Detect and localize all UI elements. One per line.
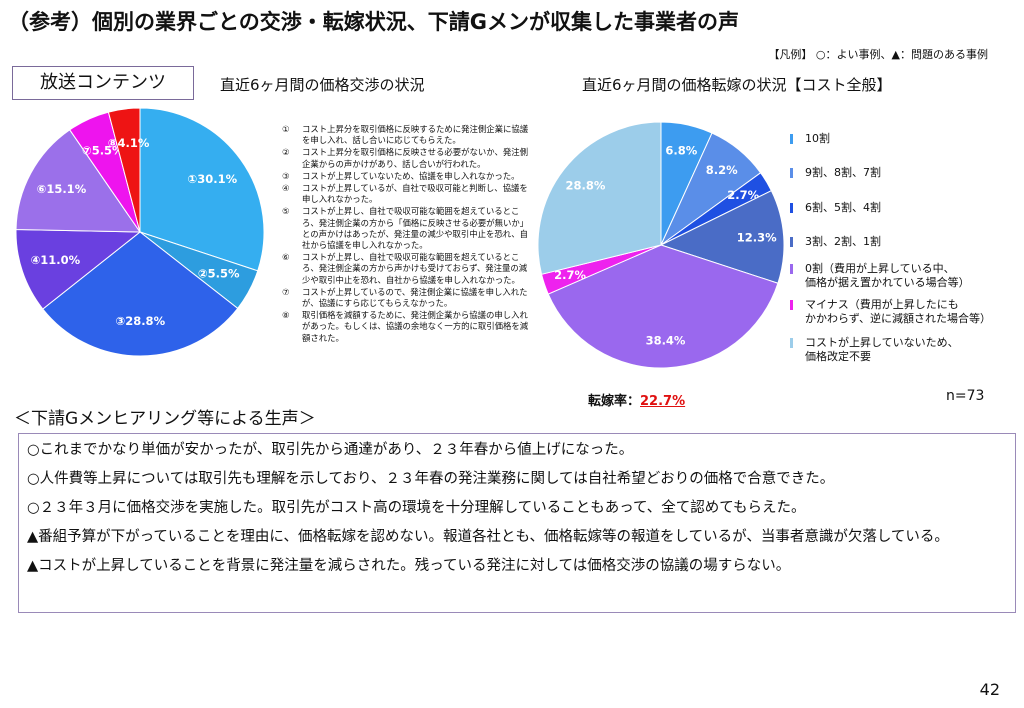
legend-swatch — [790, 264, 793, 274]
voices-box: ○これまでかなり単価が安かったが、取引先から通達があり、２３年春から値上げになっ… — [18, 433, 1016, 613]
legend-item: 6割、5割、4割 — [790, 201, 881, 215]
legend-swatch — [790, 338, 793, 348]
legend-label: マイナス（費用が上昇したにも かかわらず、逆に減額された場合等） — [805, 298, 992, 325]
slice-label: 28.8% — [566, 178, 606, 192]
option-text: コストが上昇し、自社で吸収可能な範囲を超えているところ、発注側企業の方から声かけ… — [302, 252, 528, 285]
voice: ○人件費等上昇については取引先も理解を示しており、２３年春の発注業務に関しては自… — [27, 471, 835, 487]
option-marker: ⑦ — [282, 286, 290, 297]
page-number: 42 — [979, 680, 1000, 699]
page-title: （参考）個別の業界ごとの交渉・転嫁状況、下請Gメンが収集した事業者の声 — [8, 10, 740, 34]
slice-label: ①30.1% — [188, 172, 238, 186]
legend-item: コストが上昇していないため、 価格改定不要 — [790, 336, 959, 364]
option-text: コストが上昇しているので、発注側企業に協議を申し入れたが、協議にすら応じてもらえ… — [302, 286, 528, 309]
legend-swatch — [790, 134, 793, 144]
legend-item: マイナス（費用が上昇したにも かかわらず、逆に減額された場合等） — [790, 298, 991, 326]
option-marker: ⑧ — [282, 310, 290, 321]
option-item: ⑧ 取引価格を減額するために、発注側企業から協議の申し入れがあった。もしくは、協議… — [282, 310, 532, 344]
rate-value: 22.7% — [640, 394, 686, 409]
slice-label: ②5.5% — [198, 267, 240, 281]
genre-box: 放送コンテンツ — [12, 66, 194, 100]
voice: ▲番組予算が下がっていることを理由に、価格転嫁を認めない。報道各社とも、価格転嫁… — [27, 529, 949, 545]
option-text: 取引価格を減額するために、発注側企業から協議の申し入れがあった。もしくは、協議の… — [302, 310, 529, 343]
option-item: ④ コストが上昇しているが、自社で吸収可能と判断し、協議を申し入れなかった。 — [282, 183, 532, 205]
slice-label: 8.2% — [706, 163, 738, 177]
voice: ▲コストが上昇していることを背景に発注量を減らされた。残っている発注に対しては価… — [27, 558, 791, 574]
slice-label: ⑦5.5% — [82, 143, 124, 157]
option-marker: ③ — [282, 170, 290, 181]
pie-slice — [15, 129, 141, 233]
option-text: コストが上昇し、自社で吸収可能な範囲を超えているところ、発注側企業の方から「価格… — [302, 206, 529, 251]
chart-title: 直近6ヶ月間の価格交渉の状況 — [220, 76, 425, 94]
voice: ○これまでかなり単価が安かったが、取引先から通達があり、２３年春から値上げになっ… — [27, 442, 634, 458]
legend-swatch — [790, 300, 793, 310]
option-marker: ① — [282, 124, 290, 134]
slice-label: ④11.0% — [31, 253, 81, 267]
slice-label: 38.4% — [646, 333, 686, 347]
legend-swatch — [790, 203, 793, 213]
option-list: ① コスト上昇分を取引価格に反映するために発注側企業に協議を申し入れ、話し合いに応… — [282, 124, 532, 345]
legend-label: 6割、5割、4割 — [805, 201, 881, 214]
pie-slice — [537, 121, 662, 275]
legend-swatch — [790, 168, 793, 178]
rate-label: 転嫁率： — [588, 394, 641, 409]
legend-label: 10割 — [805, 132, 830, 145]
option-marker: ④ — [282, 183, 290, 194]
pass-through-rate: 転嫁率：22.7% — [588, 390, 685, 409]
section-heading: ＜下請Gメンヒアリング等による生声＞ — [14, 409, 316, 429]
legend-swatch — [790, 237, 793, 247]
option-marker: ⑥ — [282, 252, 290, 263]
legend-note: 【凡例】 ○：よい事例、▲：問題のある事例 — [768, 48, 988, 61]
slice-label: ③28.8% — [115, 314, 165, 328]
option-text: コスト上昇分を取引価格に反映するために発注側企業に協議を申し入れ、話し合いに応じ… — [302, 124, 529, 146]
pie-slice — [139, 107, 265, 272]
option-marker: ② — [282, 147, 290, 158]
option-marker: ⑤ — [282, 206, 290, 217]
option-item: ⑦ コストが上昇しているので、発注側企業に協議を申し入れたが、協議にすら応じてもら… — [282, 287, 532, 309]
legend-item: 0割（費用が上昇している中、 価格が据え置かれている場合等） — [790, 262, 970, 290]
slice-label: ⑧4.1% — [108, 136, 150, 150]
legend-label: 0割（費用が上昇している中、 価格が据え置かれている場合等） — [805, 262, 970, 289]
pie-slice — [15, 228, 142, 310]
legend-item: 10割 — [790, 132, 830, 146]
chart-title: 直近6ヶ月間の価格転嫁の状況【コスト全般】 — [582, 76, 892, 94]
pie-slice — [42, 231, 239, 357]
option-text: コストが上昇しているが、自社で吸収可能と判断し、協議を申し入れなかった。 — [302, 183, 528, 205]
slice-label: 2.7% — [554, 268, 586, 282]
slice-label: ⑥15.1% — [37, 182, 87, 196]
slice-label: 12.3% — [737, 231, 777, 245]
legend-label: コストが上昇していないため、 価格改定不要 — [805, 336, 959, 363]
legend-label: 3割、2割、1割 — [805, 235, 881, 248]
legend-label: 9割、8割、7割 — [805, 166, 881, 179]
pie-slice — [547, 244, 779, 369]
slice-label: 6.8% — [665, 144, 697, 158]
sample-size: n=73 — [946, 388, 985, 404]
slice-label: 2.7% — [727, 188, 759, 202]
pie-slice — [107, 107, 141, 233]
option-item: ③ コストが上昇していないため、協議を申し入れなかった。 — [282, 171, 532, 182]
legend-item: 3割、2割、1割 — [790, 235, 881, 249]
pie-slice — [659, 189, 785, 284]
option-item: ⑥ コストが上昇し、自社で吸収可能な範囲を超えているところ、発注側企業の方から声か… — [282, 252, 532, 286]
option-item: ② コスト上昇分を取引価格に反映させる必要がないか、発注側企業からの声かけがあり、… — [282, 147, 532, 169]
option-text: コスト上昇分を取引価格に反映させる必要がないか、発注側企業からの声かけがあり、話… — [302, 147, 528, 169]
option-text: コストが上昇していないため、協議を申し入れなかった。 — [302, 170, 520, 181]
voice: ○２３年３月に価格交渉を実施した。取引先がコスト高の環境を十分理解していることも… — [27, 500, 806, 516]
option-item: ⑤ コストが上昇し、自社で吸収可能な範囲を超えているところ、発注側企業の方から「価… — [282, 206, 532, 251]
legend-item: 9割、8割、7割 — [790, 166, 881, 180]
option-item: ① コスト上昇分を取引価格に反映するために発注側企業に協議を申し入れ、話し合いに応… — [282, 124, 532, 146]
